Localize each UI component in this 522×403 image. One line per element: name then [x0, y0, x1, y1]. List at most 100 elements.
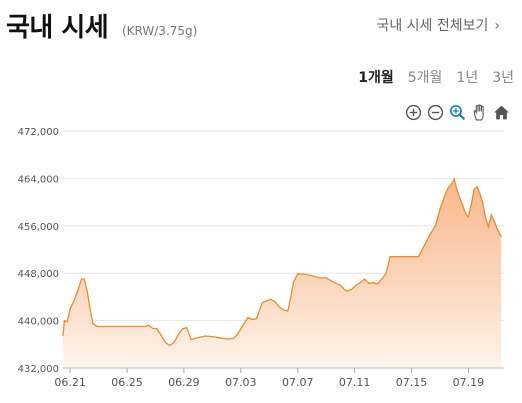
data-point — [152, 327, 154, 329]
zoom-out-icon[interactable] — [427, 104, 444, 121]
data-point — [181, 328, 184, 330]
x-tick-label: 07.19 — [453, 376, 485, 389]
y-tick-label: 448,000 — [18, 269, 59, 280]
y-tick-label: 440,000 — [18, 317, 59, 328]
x-tick-label: 07.07 — [282, 376, 314, 389]
data-point — [99, 325, 101, 328]
data-point — [459, 197, 461, 200]
home-icon[interactable] — [493, 104, 510, 121]
x-tick-label: 06.29 — [168, 376, 200, 389]
data-point — [80, 278, 83, 280]
unit-label: (KRW/3.75g) — [122, 24, 198, 38]
x-tick-label: 06.25 — [111, 376, 143, 389]
data-point — [304, 273, 306, 275]
data-point — [62, 334, 64, 336]
data-point — [410, 256, 413, 258]
pan-hand-icon[interactable] — [471, 104, 488, 121]
zoom-in-icon[interactable] — [405, 104, 422, 121]
period-tab-5m[interactable]: 5개월 — [407, 70, 443, 86]
x-tick-label: 07.15 — [396, 376, 428, 389]
data-point — [430, 231, 432, 233]
data-point — [66, 321, 68, 323]
chart-toolbar — [405, 104, 510, 121]
data-point — [199, 336, 201, 338]
data-point — [92, 323, 94, 325]
data-point — [385, 273, 387, 275]
data-point — [290, 297, 292, 299]
data-point — [435, 224, 437, 226]
data-point — [278, 306, 280, 308]
period-tab-3y[interactable]: 3년 — [492, 70, 514, 86]
data-point — [500, 235, 502, 238]
x-tick-label: 06.21 — [54, 376, 86, 389]
data-point — [403, 256, 405, 258]
data-point — [482, 202, 484, 204]
data-point — [265, 300, 267, 302]
data-point — [473, 188, 475, 190]
data-point — [426, 239, 428, 241]
data-point — [83, 278, 85, 280]
data-point — [194, 337, 196, 339]
data-point — [465, 213, 467, 215]
data-point — [226, 338, 228, 340]
data-point — [418, 256, 420, 258]
data-point — [447, 186, 450, 188]
period-tab-1m[interactable]: 1개월 — [358, 70, 394, 86]
data-point — [164, 341, 166, 344]
data-point — [204, 335, 206, 337]
data-point — [335, 282, 337, 284]
data-point — [376, 283, 378, 285]
data-point — [359, 282, 361, 284]
data-point — [218, 337, 221, 339]
data-point — [487, 226, 489, 228]
y-axis: 432,000 440,000 448,000 456,000 464,000 472,0… — [18, 127, 59, 375]
data-point — [156, 328, 158, 330]
period-tabs: 1개월 5개월 1년 3년 — [358, 67, 514, 87]
data-point — [456, 189, 458, 191]
view-all-domestic-prices-link[interactable]: 국내 시세 전체보기 › — [376, 15, 500, 35]
data-point — [396, 256, 398, 258]
data-point — [443, 196, 445, 198]
data-point — [270, 298, 272, 300]
data-point — [439, 208, 441, 210]
data-point — [292, 281, 295, 283]
data-point — [422, 247, 424, 249]
data-point — [462, 204, 464, 206]
chevron-right-icon: › — [494, 18, 500, 34]
data-point — [255, 318, 258, 320]
y-tick-label: 464,000 — [18, 174, 59, 185]
data-point — [339, 284, 341, 286]
data-point — [190, 339, 192, 341]
data-point — [78, 287, 80, 289]
data-point — [73, 299, 75, 301]
data-point — [261, 302, 263, 304]
data-point — [364, 278, 366, 280]
data-point — [351, 288, 353, 290]
x-tick-label: 07.03 — [225, 376, 257, 389]
data-point — [344, 289, 346, 291]
data-point — [69, 308, 71, 310]
data-point — [173, 341, 175, 344]
data-point — [450, 183, 452, 185]
data-point — [86, 290, 88, 292]
data-point — [389, 256, 391, 258]
data-point — [140, 325, 142, 328]
period-tab-1y[interactable]: 1년 — [456, 70, 479, 86]
data-point — [329, 279, 331, 281]
zoom-reset-icon[interactable] — [449, 104, 466, 121]
data-point — [144, 325, 147, 328]
data-point — [381, 278, 383, 280]
data-point — [368, 282, 370, 284]
data-point — [63, 320, 65, 322]
series-points — [62, 178, 502, 347]
data-point — [325, 277, 327, 279]
data-point — [496, 227, 498, 229]
x-tick-label: 07.11 — [339, 376, 371, 389]
data-point — [493, 219, 495, 222]
x-axis: 06.21 06.25 06.29 07.03 07.07 07.11 07.15 07.19 — [54, 367, 504, 389]
data-point — [479, 192, 481, 194]
data-point — [490, 214, 492, 216]
data-point — [372, 282, 374, 284]
data-point — [251, 318, 253, 320]
